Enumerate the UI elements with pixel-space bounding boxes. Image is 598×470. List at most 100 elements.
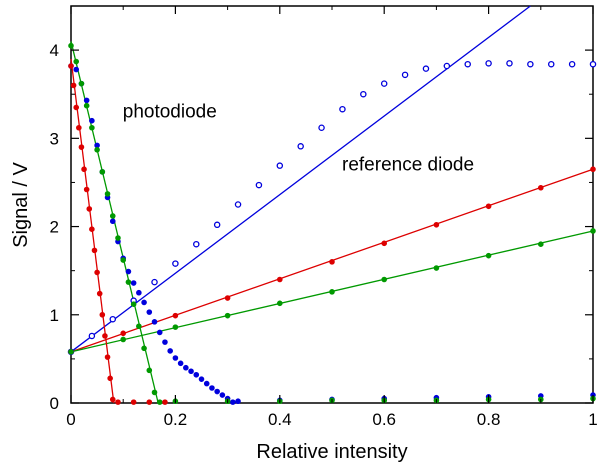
data-point-4 xyxy=(130,301,137,307)
data-point-0 xyxy=(151,278,158,286)
data-point-4 xyxy=(141,345,147,352)
data-point-5 xyxy=(109,396,116,403)
data-point-0 xyxy=(297,143,304,150)
data-point-2 xyxy=(590,228,596,234)
data-point-4 xyxy=(125,279,132,285)
data-point-2 xyxy=(433,265,440,271)
data-point-1 xyxy=(433,221,440,228)
data-point-0 xyxy=(547,60,555,68)
data-point-0 xyxy=(380,80,388,87)
data-point-5 xyxy=(83,186,90,193)
data-point-1 xyxy=(224,295,231,301)
y-tick-label: 1 xyxy=(50,306,59,325)
data-point-0 xyxy=(443,62,451,70)
data-point-0 xyxy=(318,124,325,131)
data-point-0 xyxy=(589,60,597,68)
data-point-2 xyxy=(120,336,126,343)
plot-frame xyxy=(70,5,594,404)
data-point-1 xyxy=(485,203,492,210)
data-point-5 xyxy=(146,399,153,405)
x-axis-title: Relative intensity xyxy=(256,441,407,463)
data-point-4 xyxy=(104,191,111,197)
data-point-4 xyxy=(83,102,90,109)
data-point-1 xyxy=(120,330,126,337)
data-point-5 xyxy=(86,206,93,212)
data-point-0 xyxy=(527,60,534,68)
data-point-5 xyxy=(73,104,80,111)
data-point-1 xyxy=(381,240,388,247)
data-point-3 xyxy=(172,355,179,361)
y-tick-label: 2 xyxy=(50,218,59,237)
data-point-3 xyxy=(203,380,210,387)
data-point-3 xyxy=(109,218,116,225)
data-point-0 xyxy=(255,181,263,189)
data-point-3 xyxy=(230,399,236,405)
data-point-4 xyxy=(120,257,126,263)
fit-line-0 xyxy=(70,5,531,353)
data-point-5 xyxy=(81,166,87,173)
data-point-4 xyxy=(99,169,106,175)
x-tick-label: 1 xyxy=(588,410,597,429)
axis-ticks xyxy=(70,6,594,404)
data-points xyxy=(67,42,597,405)
data-point-3 xyxy=(136,289,142,296)
data-point-2 xyxy=(68,349,74,355)
data-point-0 xyxy=(172,260,179,267)
data-point-2 xyxy=(381,276,388,283)
data-point-1 xyxy=(329,259,335,265)
data-point-0 xyxy=(485,60,492,67)
data-point-5 xyxy=(78,144,85,150)
data-point-4 xyxy=(68,42,74,49)
data-point-5 xyxy=(99,311,106,318)
data-point-2 xyxy=(537,241,544,247)
data-point-3 xyxy=(125,268,132,275)
data-point-5 xyxy=(107,375,113,382)
data-point-2 xyxy=(485,252,492,259)
data-point-2 xyxy=(329,289,335,295)
data-point-3 xyxy=(219,392,226,398)
x-tick-label: 0.4 xyxy=(268,410,292,429)
data-point-0 xyxy=(464,60,471,68)
data-point-2 xyxy=(276,300,283,307)
data-point-4 xyxy=(109,213,116,219)
data-point-5 xyxy=(89,226,95,233)
x-tick-label: 0.8 xyxy=(477,410,501,429)
fit-lines xyxy=(70,5,594,404)
annotation-1: reference diode xyxy=(342,155,474,176)
data-point-0 xyxy=(401,71,409,79)
data-point-1 xyxy=(276,276,283,283)
data-point-4 xyxy=(156,399,163,405)
data-point-5 xyxy=(130,399,137,405)
data-point-4 xyxy=(94,147,100,153)
data-point-5 xyxy=(104,354,111,360)
data-point-0 xyxy=(193,240,200,248)
data-point-2 xyxy=(224,312,231,319)
data-point-5 xyxy=(96,290,103,297)
data-point-5 xyxy=(76,124,82,131)
data-point-5 xyxy=(102,333,108,339)
data-point-0 xyxy=(234,201,242,208)
x-tick-label: 0 xyxy=(66,410,75,429)
data-point-1 xyxy=(590,166,596,173)
data-point-3 xyxy=(89,117,95,124)
data-point-3 xyxy=(73,66,80,73)
data-point-0 xyxy=(568,60,576,68)
data-point-5 xyxy=(91,247,98,254)
data-point-3 xyxy=(198,376,205,382)
x-tick-label: 0.2 xyxy=(164,410,188,429)
y-tick-label: 4 xyxy=(50,41,59,60)
data-point-3 xyxy=(167,348,173,354)
data-point-1 xyxy=(172,312,179,319)
data-point-0 xyxy=(88,332,96,340)
data-point-4 xyxy=(89,124,95,131)
data-point-3 xyxy=(177,360,184,367)
data-point-1 xyxy=(537,184,544,191)
data-point-3 xyxy=(214,388,220,395)
annotation-0: photodiode xyxy=(123,102,217,123)
data-point-3 xyxy=(183,364,189,371)
data-point-0 xyxy=(360,90,367,98)
data-point-3 xyxy=(151,319,158,325)
data-point-0 xyxy=(276,162,284,169)
y-tick-label: 0 xyxy=(50,394,59,413)
y-tick-label: 3 xyxy=(50,129,59,148)
